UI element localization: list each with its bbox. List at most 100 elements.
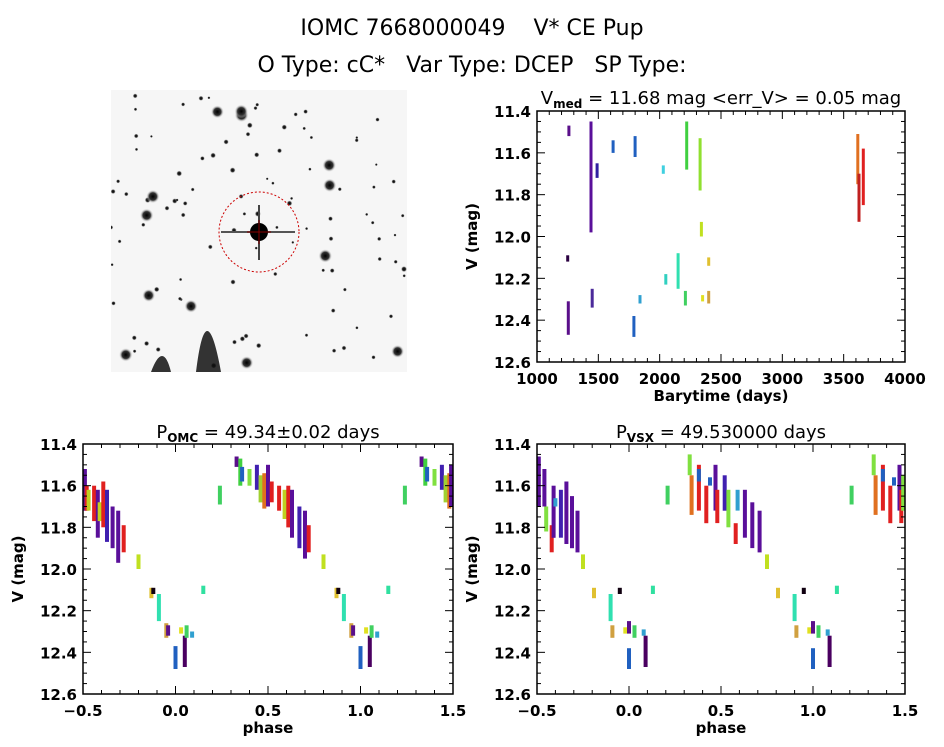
star (234, 104, 249, 119)
star (111, 188, 116, 195)
star (291, 240, 295, 244)
star (240, 356, 254, 370)
y-tick-label: 12.6 (40, 686, 77, 704)
x-tick-label: 1.0 (800, 702, 827, 720)
phase-plot-vsx: PVSX = 49.530000 days −0.5 0.0 0.5 1.0 1.5 11.… (463, 422, 918, 737)
star (131, 335, 137, 341)
data-point-cluster (617, 587, 622, 594)
star (153, 286, 160, 293)
data-point-cluster (608, 594, 613, 622)
y-tick-label: 12.2 (40, 603, 77, 621)
star (177, 296, 182, 301)
data-point-cluster (581, 554, 585, 569)
data-point-cluster (439, 464, 444, 490)
data-point-cluster (685, 121, 689, 170)
data-point-cluster (286, 485, 291, 528)
object-title: IOMC 7668000049 V* CE Pup (300, 16, 644, 41)
star (330, 308, 336, 314)
data-point-cluster (121, 525, 126, 553)
data-point-cluster (856, 134, 860, 185)
data-point-cluster (266, 464, 270, 507)
x-tick-label: 3000 (761, 370, 803, 388)
x-axis-label: Barytime (days) (654, 387, 789, 405)
y-tick-label: 11.8 (40, 519, 77, 537)
data-point-cluster (871, 454, 876, 476)
star (111, 300, 116, 306)
phase-plot-omc: POMC = 49.34±0.02 days −0.5 0.0 0.5 1.0 1.5 11… (9, 422, 466, 737)
x-tick-label: 4000 (884, 370, 926, 388)
data-point-cluster (97, 502, 102, 522)
star (210, 152, 217, 159)
data-point-cluster (282, 489, 287, 519)
data-point-cluster (590, 288, 594, 308)
data-point-cluster (549, 525, 554, 553)
star (293, 112, 298, 117)
star (388, 314, 394, 319)
data-point-cluster (136, 554, 141, 569)
data-point-cluster (776, 587, 780, 599)
star (400, 265, 407, 273)
data-point-cluster (816, 625, 821, 638)
star (275, 225, 279, 230)
data-point-cluster (375, 631, 380, 638)
star (117, 239, 122, 244)
data-point-cluster (643, 635, 648, 667)
star (271, 181, 275, 185)
plot-title: PVSX = 49.530000 days (616, 422, 826, 445)
data-point-cluster (110, 506, 115, 549)
data-point-cluster (687, 454, 692, 476)
object-types: O Type: cC* Var Type: DCEP SP Type: (257, 53, 687, 78)
star (139, 208, 154, 223)
star (146, 189, 160, 204)
data-point-cluster (627, 621, 631, 634)
star (132, 93, 138, 99)
data-point-cluster (101, 481, 106, 528)
star (302, 126, 307, 131)
data-point-cluster (715, 489, 720, 524)
star (391, 344, 405, 358)
data-point-cluster (699, 221, 703, 237)
star (371, 185, 376, 190)
star (331, 348, 337, 354)
data-point-cluster (570, 496, 574, 549)
y-tick-label: 12.4 (494, 644, 531, 662)
data-point-cluster (92, 485, 97, 522)
star (164, 205, 170, 211)
data-point-cluster (443, 475, 448, 503)
star (207, 244, 213, 250)
star (253, 105, 258, 111)
star (155, 346, 161, 353)
data-point-cluster (888, 485, 893, 524)
data-point-cluster (321, 554, 326, 569)
star (133, 107, 138, 112)
star (322, 158, 337, 173)
star (318, 249, 333, 263)
data-point-cluster (623, 627, 628, 634)
star (190, 187, 195, 192)
star (375, 117, 380, 122)
x-tick-label: 0.0 (162, 702, 189, 720)
data-point-cluster (627, 648, 631, 669)
star (391, 179, 397, 184)
data-point-cluster (551, 485, 556, 538)
data-point-cluster (190, 631, 195, 638)
data-point-cluster (277, 485, 282, 511)
star (229, 167, 236, 174)
star (276, 148, 283, 154)
star (184, 299, 198, 313)
data-point-cluster (367, 635, 372, 667)
data-point-cluster (358, 646, 363, 669)
data-point-cluster (676, 253, 680, 289)
star (180, 212, 186, 218)
star (254, 246, 258, 250)
data-point-cluster (589, 121, 593, 233)
data-point-cluster (336, 587, 341, 594)
star (303, 109, 309, 115)
star (115, 179, 121, 184)
data-point-cluster (179, 627, 184, 634)
data-point-cluster (707, 290, 711, 304)
data-point-cluster (849, 485, 854, 505)
star (111, 263, 114, 267)
